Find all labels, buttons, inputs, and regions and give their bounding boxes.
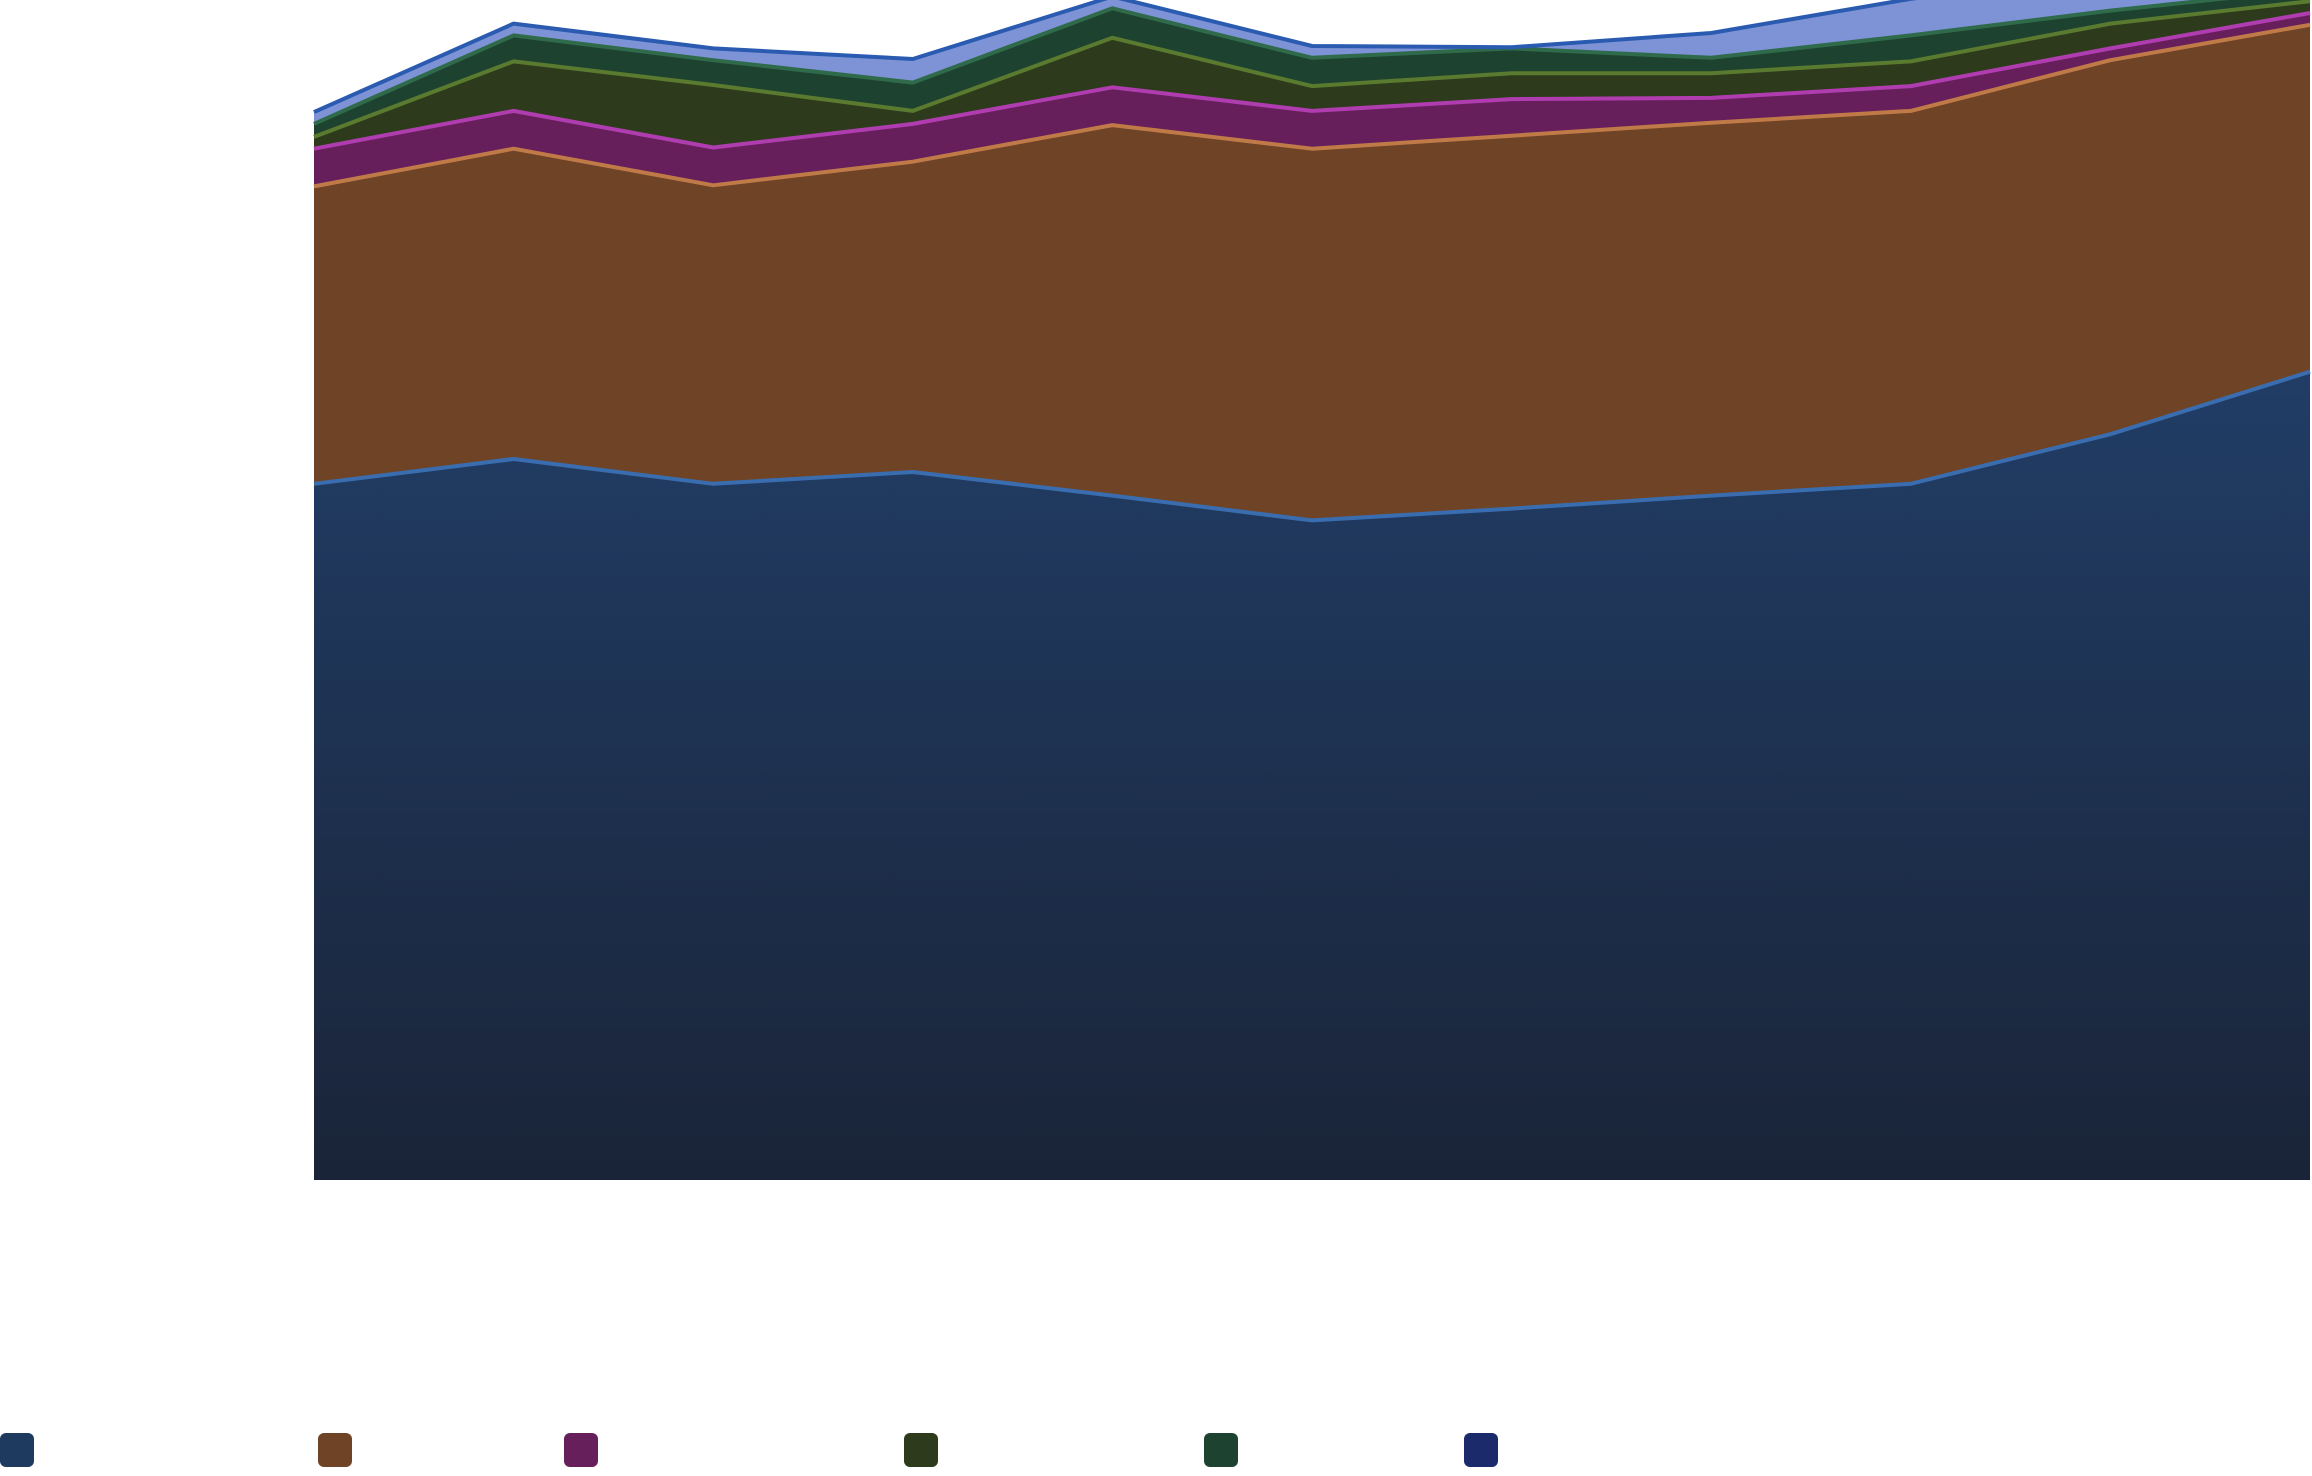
legend [0, 1432, 2312, 1472]
legend-swatch-2 [318, 1433, 352, 1467]
legend-swatch-1 [0, 1433, 34, 1467]
line-series-3 [313, 11, 2311, 151]
legend-item-4[interactable] [904, 1432, 950, 1468]
line-series-1 [313, 369, 2311, 523]
legend-item-2[interactable] [318, 1432, 364, 1468]
line-series-2 [313, 22, 2311, 189]
area-series-3 [314, 13, 2310, 187]
legend-item-6[interactable] [1464, 1432, 1510, 1468]
series-lines [313, 0, 2311, 523]
area-series-5 [314, 0, 2310, 137]
line-series-4 [313, 0, 2311, 139]
area-series-4 [314, 1, 2310, 149]
line-series-5 [313, 0, 2230, 126]
legend-item-1[interactable] [0, 1432, 46, 1468]
line-series-6 [313, 0, 1918, 114]
area-layers [314, 0, 2310, 1180]
legend-item-3[interactable] [564, 1432, 610, 1468]
area-series-1 [314, 371, 2310, 1180]
legend-swatch-4 [904, 1433, 938, 1467]
area-series-6 [314, 0, 2211, 124]
area-series-2 [314, 24, 2310, 521]
legend-swatch-6 [1464, 1433, 1498, 1467]
legend-item-5[interactable] [1204, 1432, 1250, 1468]
legend-swatch-5 [1204, 1433, 1238, 1467]
legend-swatch-3 [564, 1433, 598, 1467]
